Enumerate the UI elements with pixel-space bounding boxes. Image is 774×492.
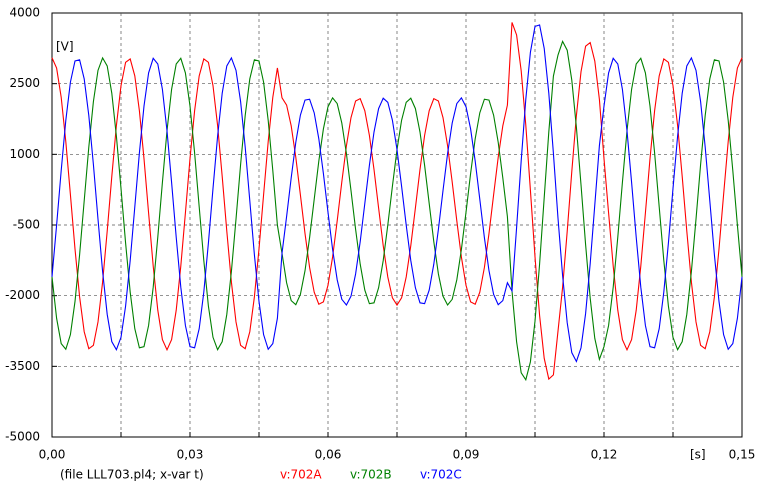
y-tick-label: -2000 xyxy=(5,288,40,302)
series-line xyxy=(51,22,743,381)
caption: (file LLL703.pl4; x-var t) xyxy=(60,468,204,482)
y-axis-label: [V] xyxy=(56,40,74,54)
legend-entry: v:702C xyxy=(420,468,462,482)
x-tick-label: 0,03 xyxy=(177,448,204,462)
legend-entry: v:702B xyxy=(350,468,392,482)
x-tick-label: 0,15 xyxy=(729,448,756,462)
y-tick-label: 2500 xyxy=(9,76,40,90)
series-line xyxy=(51,24,743,363)
x-tick-label: 0,12 xyxy=(591,448,618,462)
y-tick-label: -500 xyxy=(13,218,40,232)
y-tick-label: 4000 xyxy=(9,6,40,20)
legend-entry: v:702A xyxy=(280,468,322,482)
x-axis-label: [s] xyxy=(690,448,706,462)
x-tick-label: 0,06 xyxy=(315,448,342,462)
x-tick-label: 0,00 xyxy=(39,448,66,462)
y-tick-label: -3500 xyxy=(5,359,40,373)
y-tick-label: -5000 xyxy=(5,430,40,444)
y-tick-label: 1000 xyxy=(9,147,40,161)
x-tick-label: 0,09 xyxy=(453,448,480,462)
